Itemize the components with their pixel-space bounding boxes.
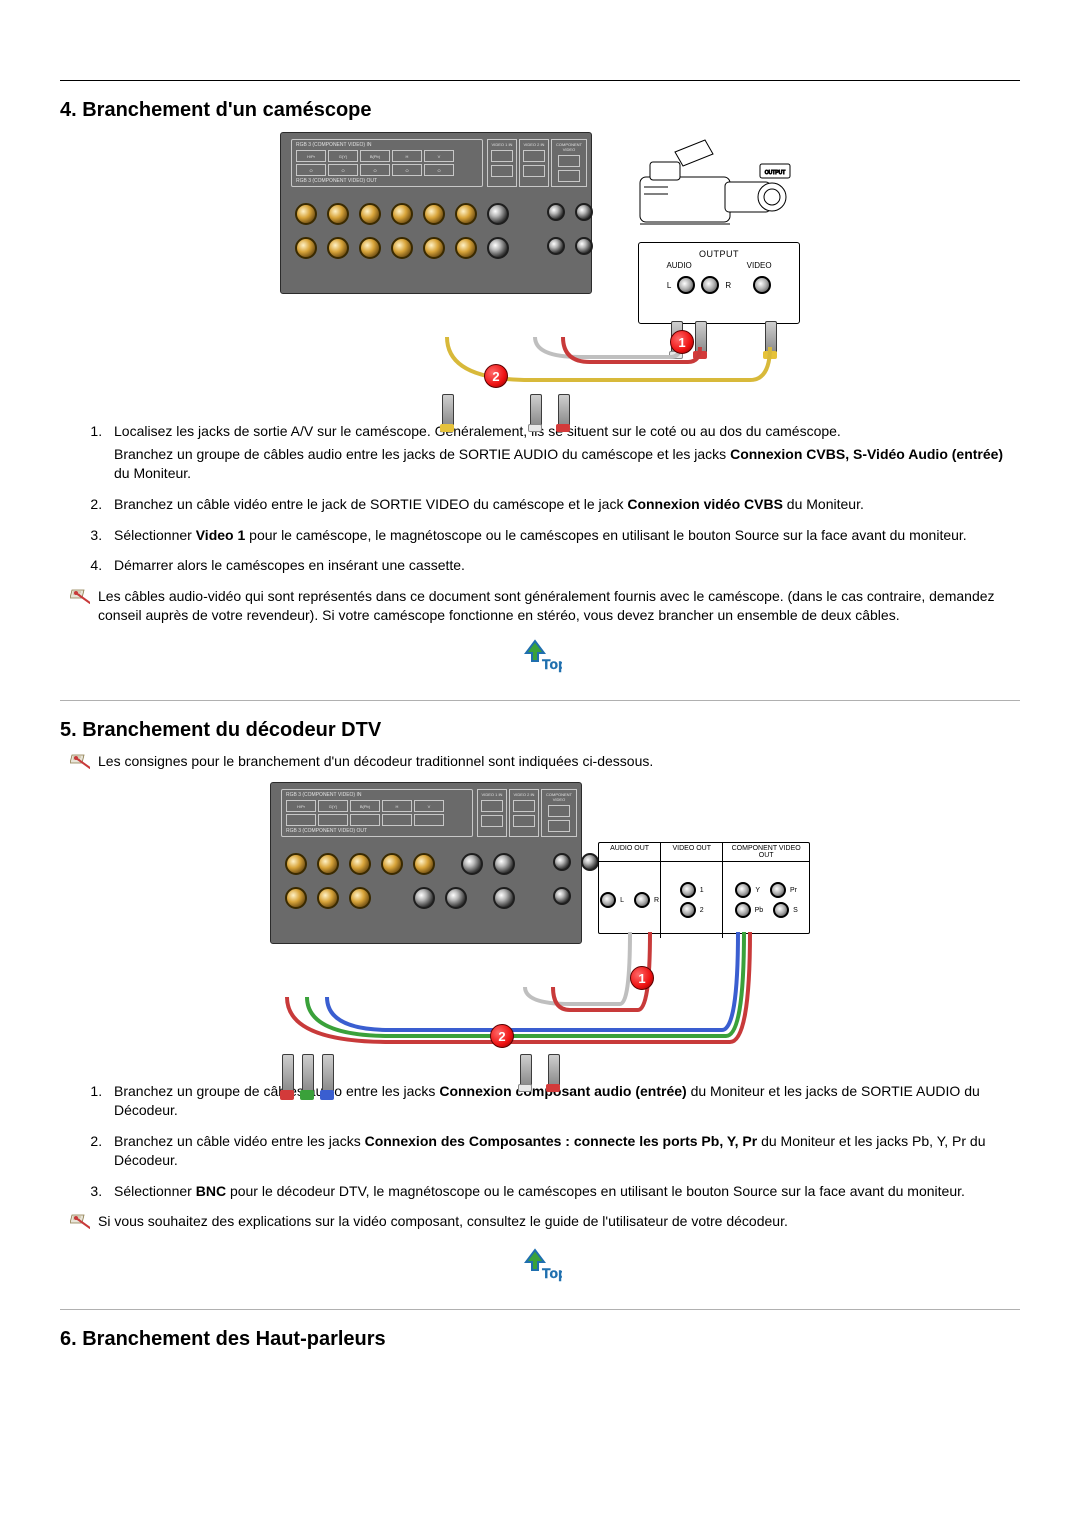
note-text: Les câbles audio-vidéo qui sont représen… xyxy=(98,587,1020,625)
top-link[interactable]: Top xyxy=(518,1248,562,1289)
step-item: Sélectionner BNC pour le décodeur DTV, l… xyxy=(106,1182,1020,1201)
section6-rule xyxy=(60,1309,1020,1310)
step-bold: Video 1 xyxy=(196,527,246,543)
monitor-rca-plugs xyxy=(440,394,454,440)
badge-1: 1 xyxy=(630,966,654,990)
step-text: pour le caméscope, le magnétoscope ou le… xyxy=(245,527,966,543)
step-bold: Connexion CVBS, S-Vidéo Audio (entrée) xyxy=(730,446,1003,462)
section5-rule xyxy=(60,700,1020,701)
badge-2: 2 xyxy=(484,364,508,388)
section4-rule xyxy=(60,80,1020,81)
step-bold: BNC xyxy=(196,1183,226,1199)
section4-steps: Localisez les jacks de sortie A/V sur le… xyxy=(60,422,1020,575)
note-icon xyxy=(70,753,90,774)
wires-svg xyxy=(280,132,800,392)
badge-2: 2 xyxy=(490,1024,514,1048)
step-text: du Moniteur. xyxy=(783,496,864,512)
section4-title: 4. Branchement d'un caméscope xyxy=(60,99,1020,122)
badge-1: 1 xyxy=(670,330,694,354)
top-label: Top xyxy=(542,1265,562,1281)
step-item: Branchez un câble vidéo entre le jack de… xyxy=(106,495,1020,514)
note-icon xyxy=(70,1213,90,1234)
component-plugs xyxy=(280,1054,334,1108)
step-item: Sélectionner Video 1 pour le caméscope, … xyxy=(106,526,1020,545)
step-text: Branchez un groupe de câbles audio entre… xyxy=(114,446,730,462)
wires-svg xyxy=(270,782,810,1052)
step-text: du Moniteur. xyxy=(114,465,191,481)
step-text: Sélectionner xyxy=(114,1183,196,1199)
step-text: Branchez un câble vidéo entre les jacks xyxy=(114,1133,365,1149)
step-bold: Connexion vidéo CVBS xyxy=(627,496,783,512)
note-text: Si vous souhaitez des explications sur l… xyxy=(98,1212,1020,1231)
step-bold: Connexion des Composantes : connecte les… xyxy=(365,1133,758,1149)
step-item: Branchez un groupe de câbles audio entre… xyxy=(106,1082,1020,1120)
step-text: pour le décodeur DTV, le magnétoscope ou… xyxy=(226,1183,965,1199)
section5-title: 5. Branchement du décodeur DTV xyxy=(60,719,1020,742)
top-label: Top xyxy=(542,656,562,672)
step-text: Branchez un groupe de câbles audio entre… xyxy=(114,1083,439,1099)
step-item: Démarrer alors le caméscopes en insérant… xyxy=(106,556,1020,575)
step-text: Sélectionner xyxy=(114,527,196,543)
step-item: Branchez un câble vidéo entre les jacks … xyxy=(106,1132,1020,1170)
monitor-audio-plugs xyxy=(518,1054,560,1100)
section6-title: 6. Branchement des Haut-parleurs xyxy=(60,1328,1020,1351)
monitor-audio-plugs xyxy=(528,394,570,440)
step-text: Branchez un câble vidéo entre le jack de… xyxy=(114,496,627,512)
section5-note: Si vous souhaitez des explications sur l… xyxy=(70,1212,1020,1234)
note-text: Les consignes pour le branchement d'un d… xyxy=(98,752,1020,771)
section5-diagram: RGB 3 (COMPONENT VIDEO) IN H/Pr G(Y) B(P… xyxy=(60,782,1020,1052)
section4-note: Les câbles audio-vidéo qui sont représen… xyxy=(70,587,1020,625)
step-bold: Connexion composant audio (entrée) xyxy=(439,1083,686,1099)
note-icon xyxy=(70,588,90,609)
section4-diagram: RGB 3 (COMPONENT VIDEO) IN H/Pr G(Y) B(P… xyxy=(60,132,1020,392)
top-link[interactable]: Top xyxy=(518,639,562,680)
section5-intro-note: Les consignes pour le branchement d'un d… xyxy=(70,752,1020,774)
step-text: Localisez les jacks de sortie A/V sur le… xyxy=(114,423,841,439)
step-text: Démarrer alors le caméscopes en insérant… xyxy=(114,557,465,573)
